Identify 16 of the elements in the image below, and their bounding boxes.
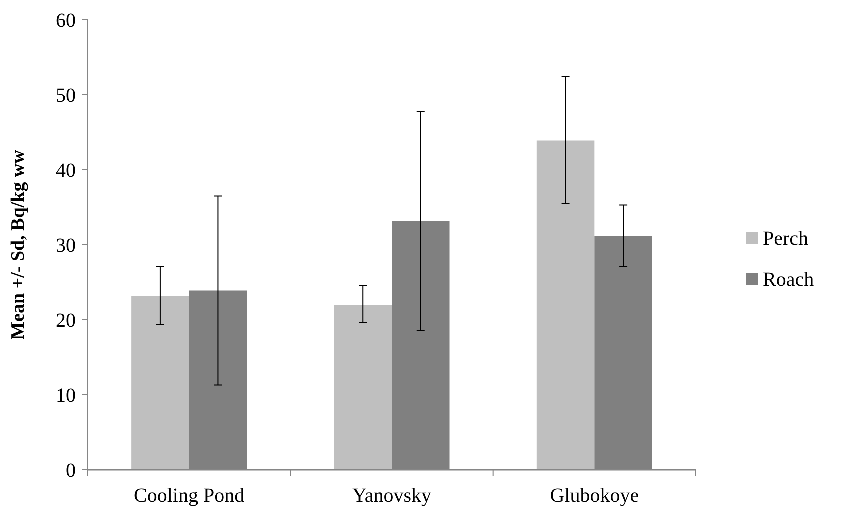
legend-label: Perch <box>763 228 809 250</box>
y-axis-title: Mean +/- Sd, Bq/kg ww <box>8 150 29 340</box>
bar <box>132 296 190 470</box>
y-tick-label: 50 <box>56 85 76 107</box>
y-tick-label: 10 <box>56 385 76 407</box>
y-tick-label: 30 <box>56 235 76 257</box>
bar <box>334 305 392 470</box>
y-tick-label: 40 <box>56 160 76 182</box>
y-tick-label: 0 <box>66 460 76 482</box>
bar <box>536 140 595 470</box>
x-tick-label: Yanovsky <box>352 485 432 507</box>
y-tick-label: 60 <box>56 10 76 32</box>
y-tick-label: 20 <box>56 310 76 332</box>
x-tick-label: Glubokoye <box>550 485 640 507</box>
legend-label: Roach <box>763 269 814 291</box>
x-tick-label: Cooling Pond <box>134 485 245 507</box>
